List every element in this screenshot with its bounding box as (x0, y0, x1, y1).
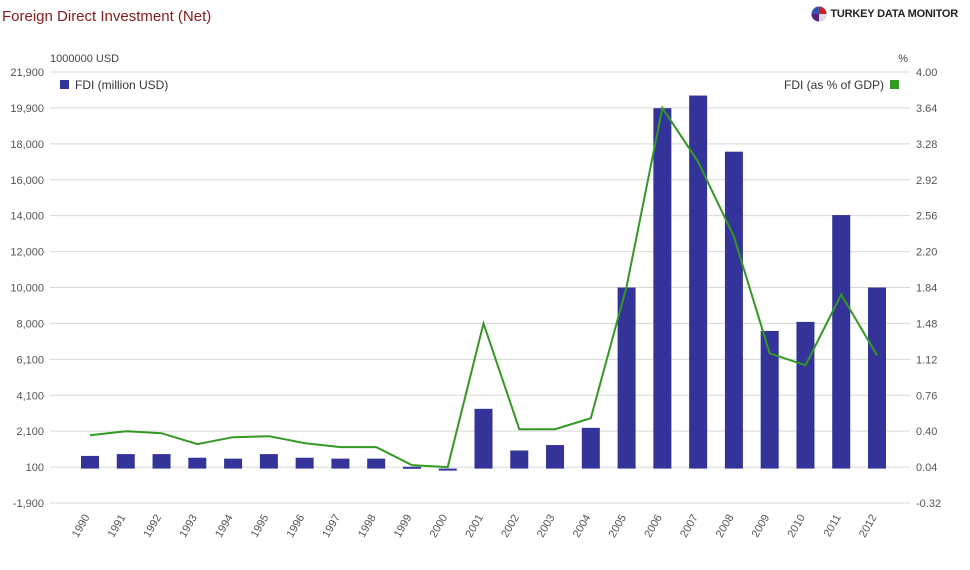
right-tick-label: 0.76 (916, 390, 937, 402)
right-tick-label: 0.04 (916, 462, 937, 474)
x-tick-label: 2000 (428, 513, 451, 540)
x-tick-label: 2002 (499, 513, 522, 540)
x-tick-label: 1994 (213, 513, 236, 540)
bar-2004[interactable] (581, 427, 600, 469)
brand-globe-icon (811, 6, 827, 22)
bar-1991[interactable] (116, 454, 135, 469)
bar-2008[interactable] (724, 151, 743, 469)
x-tick-label: 1995 (249, 513, 272, 540)
x-tick-label: 2004 (571, 513, 594, 540)
x-tick-label: 1992 (142, 513, 165, 540)
left-tick-label: 4,100 (16, 390, 44, 402)
right-tick-label: 1.12 (916, 354, 937, 366)
bar-1990[interactable] (81, 455, 99, 469)
x-tick-label: 2001 (463, 513, 486, 540)
bar-2009[interactable] (760, 330, 779, 469)
x-tick-label: 2009 (750, 513, 773, 540)
x-tick-label: 2003 (535, 513, 558, 540)
right-tick-label: 0.40 (916, 426, 937, 438)
left-tick-label: 12,000 (10, 247, 44, 259)
right-tick-label: 2.56 (916, 211, 937, 223)
bar-2005[interactable] (617, 287, 636, 469)
chart-title: Foreign Direct Investment (Net) (2, 8, 212, 25)
left-tick-label: 18,000 (10, 139, 44, 151)
left-axis-ticks: -1,900 100 2,100 4,100 6,100 8,000 10,000 12,00… (10, 67, 44, 510)
x-tick-label: 2012 (857, 513, 880, 540)
bar-2002[interactable] (510, 450, 529, 469)
bar-1993[interactable] (188, 457, 207, 469)
legend-swatch-fdi-gdp (890, 80, 899, 89)
left-tick-label: 6,100 (16, 354, 44, 366)
left-axis-unit: 1000000 USD (50, 53, 119, 65)
bar-1992[interactable] (152, 454, 171, 469)
right-tick-label: 3.28 (916, 139, 937, 151)
bar-1996[interactable] (295, 457, 314, 469)
x-tick-label: 1996 (285, 513, 308, 540)
left-tick-label: 8,000 (16, 318, 44, 330)
right-tick-label: 2.20 (916, 247, 937, 259)
bar-2000[interactable] (438, 468, 457, 471)
brand-logo[interactable]: TURKEY DATA MONITOR (811, 6, 958, 22)
bar-2003[interactable] (546, 445, 565, 469)
bar-2012[interactable] (868, 287, 886, 469)
left-tick-label: 100 (26, 462, 44, 474)
bar-2010[interactable] (796, 321, 815, 469)
right-axis-ticks: -0.32 0.04 0.40 0.76 1.12 1.48 1.84 2.20 2.56 2.9… (916, 67, 941, 510)
legend-label-fdi-usd: FDI (million USD) (75, 78, 168, 92)
x-tick-label: 2006 (642, 513, 665, 540)
x-tick-label: 2010 (785, 513, 808, 540)
x-tick-label: 2011 (822, 513, 844, 539)
x-tick-label: 1993 (177, 513, 200, 540)
right-axis-unit: % (898, 53, 908, 65)
bar-1999[interactable] (402, 466, 421, 469)
legend-swatch-fdi-usd (60, 80, 69, 89)
x-tick-label: 1999 (392, 513, 415, 540)
x-tick-label: 1991 (106, 513, 129, 540)
left-tick-label: 21,900 (10, 67, 44, 79)
bar-2007[interactable] (689, 95, 708, 469)
legend-label-fdi-gdp: FDI (as % of GDP) (784, 78, 884, 92)
left-tick-label: 2,100 (16, 426, 44, 438)
left-tick-label: 19,900 (10, 103, 44, 115)
right-tick-label: 2.92 (916, 175, 937, 187)
x-tick-label: 1997 (320, 513, 343, 540)
bar-2011[interactable] (832, 215, 851, 469)
legend-left[interactable]: FDI (million USD) (60, 78, 168, 92)
left-tick-label: 10,000 (10, 283, 44, 295)
bar-2001[interactable] (474, 408, 493, 469)
legend-right[interactable]: FDI (as % of GDP) (784, 78, 899, 92)
x-tick-label: 2008 (714, 513, 737, 540)
right-tick-label: 4.00 (916, 67, 937, 79)
bar-1995[interactable] (259, 454, 278, 469)
brand-text: TURKEY DATA MONITOR (830, 8, 958, 20)
bar-series (81, 95, 886, 471)
bar-1994[interactable] (224, 458, 243, 469)
x-tick-label: 1998 (356, 513, 379, 540)
x-tick-label: 2005 (607, 513, 630, 540)
bar-1997[interactable] (331, 458, 350, 469)
gdp-percent-line (89, 105, 878, 469)
x-axis-ticks: 1990 1991 1992 1993 1994 1995 1996 1997 1998 1999… (70, 513, 880, 540)
right-tick-label: 3.64 (916, 103, 937, 115)
bar-2006[interactable] (653, 108, 672, 469)
left-tick-label: 14,000 (10, 211, 44, 223)
x-tick-label: 2007 (678, 513, 701, 540)
right-tick-label: 1.84 (916, 283, 937, 295)
right-tick-label: -0.32 (916, 498, 941, 510)
left-tick-label: -1,900 (13, 498, 44, 510)
right-tick-label: 1.48 (916, 318, 937, 330)
x-tick-label: 1990 (70, 513, 93, 540)
bar-1998[interactable] (367, 458, 386, 469)
left-tick-label: 16,000 (10, 175, 44, 187)
